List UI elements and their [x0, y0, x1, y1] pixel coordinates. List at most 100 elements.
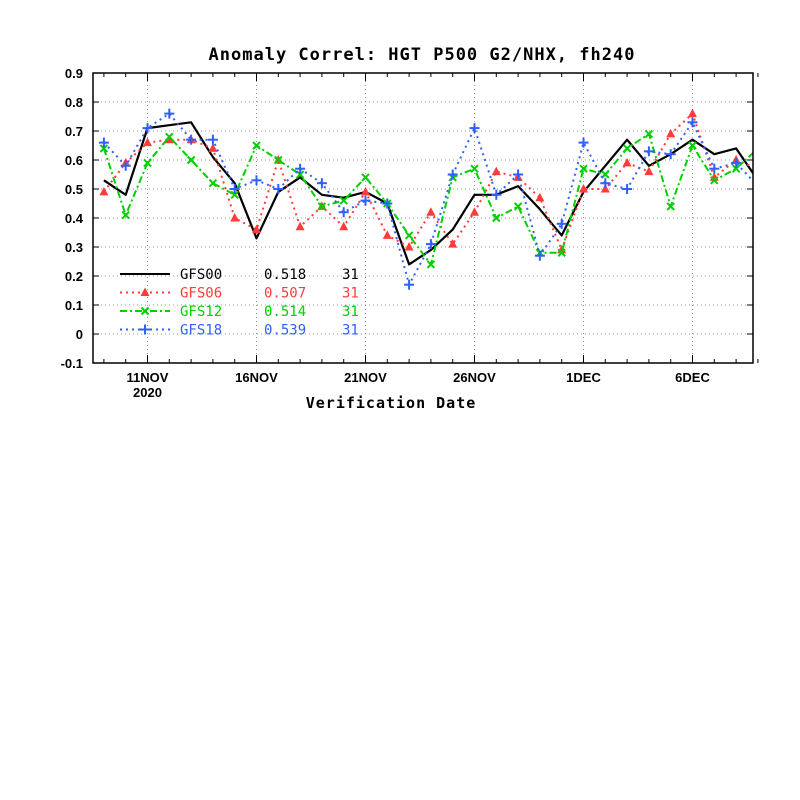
x-tick-label: 26NOV [453, 370, 496, 385]
x-tick-label: 16NOV [235, 370, 278, 385]
data-point [165, 132, 174, 142]
y-tick-label: 0.4 [65, 211, 84, 226]
data-point [143, 158, 152, 168]
data-point [491, 166, 501, 176]
series-gfs12 [99, 129, 753, 269]
data-point [404, 242, 414, 251]
data-point [534, 250, 545, 261]
legend-marker [140, 306, 150, 316]
legend-count: 31 [342, 286, 359, 302]
x-tick-label: 11NOV [127, 370, 169, 385]
data-point [230, 213, 240, 222]
y-tick-label: 0.5 [65, 182, 83, 197]
data-point [120, 160, 131, 171]
x-axis-label: Verification Date [306, 394, 477, 412]
data-point [687, 117, 698, 128]
data-point [666, 128, 676, 138]
y-tick-label: 0.3 [65, 240, 83, 255]
data-point [360, 195, 371, 206]
data-point [186, 155, 196, 165]
series-line [103, 121, 753, 266]
x-tick-label: 6DEC [675, 370, 710, 385]
legend-name: GFS06 [180, 286, 222, 302]
data-point [600, 184, 610, 193]
data-point [557, 248, 566, 258]
data-point [252, 224, 261, 234]
data-point [382, 230, 392, 239]
legend-name: GFS00 [180, 267, 222, 283]
data-point [492, 213, 501, 223]
data-point [121, 210, 130, 220]
data-point [579, 164, 588, 173]
legend-mean: 0.514 [264, 304, 306, 320]
data-point [208, 143, 218, 152]
data-point [317, 202, 327, 211]
data-point [339, 196, 348, 205]
data-point [622, 144, 632, 153]
x-tick-sublabel: 2020 [133, 385, 162, 400]
legend-mean: 0.518 [264, 267, 306, 283]
data-point [535, 192, 545, 202]
data-point [404, 231, 414, 240]
data-point [622, 157, 632, 167]
data-point [382, 198, 393, 209]
legend-mean: 0.539 [264, 323, 306, 339]
legend-mean: 0.507 [264, 286, 306, 302]
data-point [469, 123, 480, 134]
data-point [251, 175, 262, 186]
y-tick-label: 0.6 [65, 153, 83, 168]
series-layer [98, 108, 753, 290]
data-point [644, 129, 654, 139]
data-point [338, 207, 349, 218]
y-tick-label: 0 [76, 327, 83, 342]
data-point [688, 108, 697, 118]
y-tick-label: 0.8 [65, 95, 83, 110]
x-tick-label: 21NOV [344, 370, 387, 385]
data-point [665, 149, 676, 160]
data-point [361, 186, 370, 196]
data-point [99, 144, 109, 153]
data-point [470, 207, 479, 216]
data-point [688, 141, 697, 150]
legend-marker [140, 287, 150, 296]
legend: GFS00 0.518 31 GFS06 0.507 31 GFS12 0.514 31 GFS1… [120, 267, 359, 339]
data-point [513, 202, 523, 211]
legend-count: 31 [342, 323, 359, 339]
data-point [295, 221, 305, 231]
data-point [99, 186, 109, 196]
data-point [273, 184, 284, 194]
chart-title: Anomaly Correl: HGT P500 G2/NHX, fh240 [209, 45, 636, 65]
y-tick-label: 0.7 [65, 124, 83, 139]
data-point [208, 178, 218, 188]
data-point [316, 178, 327, 189]
data-point [426, 260, 436, 269]
data-point [666, 202, 675, 211]
y-tick-label: -0.1 [61, 356, 83, 371]
y-tick-label: 0.9 [65, 66, 83, 81]
data-point [448, 239, 458, 248]
y-axis: -0.1 0 0.1 0.2 0.3 0.4 0.5 0.6 0.7 0.8 0.9 [61, 66, 753, 371]
data-point [143, 137, 152, 147]
data-point [252, 141, 261, 150]
data-point [207, 134, 218, 145]
data-point [622, 184, 633, 194]
series-gfs18 [98, 108, 753, 290]
data-point [404, 279, 415, 290]
data-point [556, 218, 567, 229]
legend-count: 31 [342, 267, 359, 283]
legend-count: 31 [342, 304, 359, 320]
data-point [98, 137, 109, 148]
data-point [709, 163, 720, 174]
data-point [710, 176, 719, 185]
data-point [731, 157, 742, 168]
data-point [644, 166, 654, 176]
data-point [164, 134, 174, 144]
data-point [513, 169, 524, 180]
data-point [470, 164, 479, 173]
data-point [491, 189, 502, 200]
data-point [361, 173, 370, 182]
data-point [579, 184, 588, 193]
data-point [186, 134, 197, 145]
